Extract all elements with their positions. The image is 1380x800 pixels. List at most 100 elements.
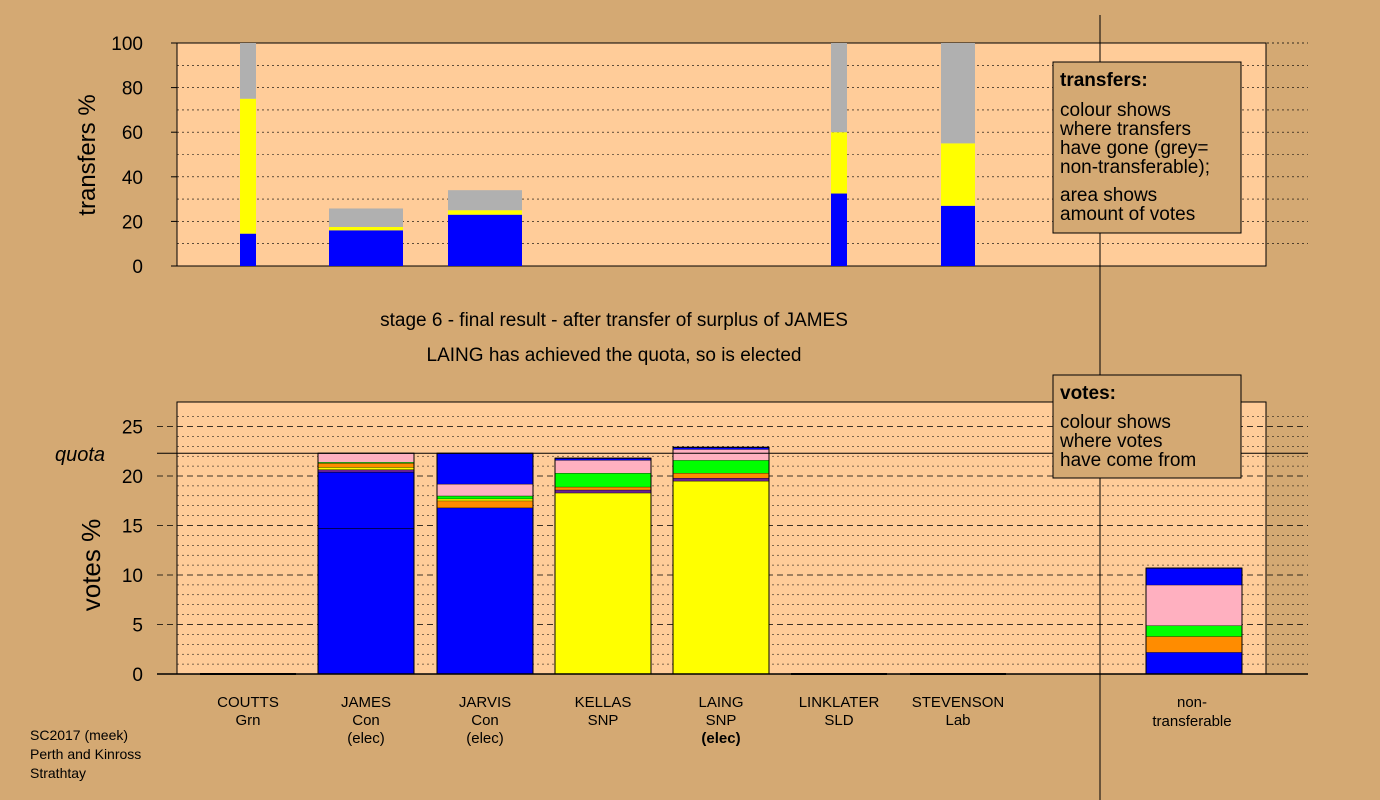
votes-bar-segment bbox=[1146, 625, 1242, 637]
transfers-bar-segment bbox=[831, 43, 847, 133]
votes-bar-segment bbox=[1146, 636, 1242, 653]
nontransferable-label: non- bbox=[1177, 694, 1207, 711]
candidate-status: (elec) bbox=[701, 730, 740, 747]
transfers-tick-label: 60 bbox=[122, 123, 143, 144]
candidate-party: SNP bbox=[706, 712, 737, 729]
votes-bar-segment bbox=[437, 495, 533, 499]
candidate-party: Con bbox=[471, 712, 499, 729]
transfers-bar-segment bbox=[240, 233, 256, 266]
votes-bar-segment bbox=[673, 447, 769, 450]
transfers-bars bbox=[240, 43, 975, 266]
candidate-party: SNP bbox=[588, 712, 619, 729]
footer-line: Strathtay bbox=[30, 765, 86, 781]
transfers-bar-segment bbox=[831, 132, 847, 194]
votes-bar-segment bbox=[555, 492, 651, 674]
votes-tick-label: 15 bbox=[122, 517, 143, 538]
votes-bar-segment bbox=[673, 449, 769, 461]
candidate-name: KELLAS bbox=[575, 694, 632, 711]
candidate-status: (elec) bbox=[347, 730, 385, 747]
votes-bar-segment bbox=[555, 460, 651, 474]
transfers-bar-segment bbox=[941, 143, 975, 206]
candidate-name: COUTTS bbox=[217, 694, 279, 711]
candidate-name: LINKLATER bbox=[799, 694, 880, 711]
votes-bar-segment bbox=[437, 498, 533, 501]
votes-bar-segment bbox=[673, 480, 769, 674]
candidate-labels: COUTTSGrnJAMESCon(elec)JARVISCon(elec)KE… bbox=[217, 694, 1004, 747]
footer-line: Perth and Kinross bbox=[30, 746, 141, 762]
nontransferable-label: transferable bbox=[1152, 713, 1231, 730]
candidate-party: Con bbox=[352, 712, 380, 729]
votes-bar-segment bbox=[437, 483, 533, 496]
transfers-tick-label: 100 bbox=[111, 34, 143, 55]
votes-bar-segment bbox=[318, 463, 414, 468]
transfers-y-ticks: 0 20 40 60 80 100 bbox=[111, 34, 177, 278]
transfers-bar-segment bbox=[448, 214, 522, 266]
transfers-legend-line: non-transferable); bbox=[1060, 157, 1210, 178]
votes-bar-segment bbox=[318, 462, 414, 464]
candidate-party: SLD bbox=[824, 712, 853, 729]
transfers-legend-line: area shows bbox=[1060, 185, 1157, 206]
votes-bar-segment bbox=[318, 453, 414, 463]
transfers-legend-line: have gone (grey= bbox=[1060, 138, 1208, 159]
votes-bar-segment bbox=[318, 467, 414, 470]
transfers-tick-label: 0 bbox=[132, 257, 143, 278]
stage-title: stage 6 - final result - after transfer … bbox=[380, 310, 848, 331]
votes-legend-line: have come from bbox=[1060, 450, 1196, 471]
votes-legend: votes: colour shows where votes have com… bbox=[1052, 374, 1242, 479]
votes-tick-label: 25 bbox=[122, 418, 143, 439]
votes-bar-segment bbox=[555, 458, 651, 461]
transfers-bar-segment bbox=[941, 205, 975, 266]
votes-y-axis-label: votes % bbox=[76, 519, 106, 612]
votes-bars bbox=[200, 446, 1243, 675]
votes-y-ticks: 0 5 10 15 20 25 bbox=[122, 418, 143, 687]
transfers-bar-segment bbox=[240, 43, 256, 99]
votes-tick-label: 0 bbox=[132, 665, 143, 686]
transfers-tick-label: 80 bbox=[122, 79, 143, 100]
candidate-name: STEVENSON bbox=[912, 694, 1005, 711]
candidate-status: (elec) bbox=[466, 730, 504, 747]
votes-legend-title: votes: bbox=[1060, 383, 1116, 404]
transfers-bar-segment bbox=[448, 190, 522, 211]
transfers-bar-segment bbox=[240, 98, 256, 234]
votes-bar-segment bbox=[437, 507, 533, 674]
transfers-bar-segment bbox=[831, 193, 847, 266]
transfers-bar-segment bbox=[329, 208, 403, 227]
votes-bar-segment bbox=[673, 473, 769, 478]
votes-bar-segment bbox=[437, 500, 533, 508]
votes-bar-segment bbox=[318, 469, 414, 473]
votes-bar-segment bbox=[1146, 584, 1242, 626]
votes-bar-segment bbox=[437, 453, 533, 484]
transfers-bar-segment bbox=[329, 226, 403, 231]
transfers-y-axis-label: transfers % bbox=[74, 94, 101, 215]
votes-tick-label: 10 bbox=[122, 566, 143, 587]
votes-bar-segment bbox=[1146, 652, 1242, 674]
stage-subtitle: LAING has achieved the quota, so is elec… bbox=[427, 345, 802, 366]
candidate-party: Grn bbox=[235, 712, 260, 729]
candidate-party: Lab bbox=[945, 712, 970, 729]
votes-legend-line: where votes bbox=[1059, 431, 1162, 452]
transfers-legend-line: colour shows bbox=[1060, 100, 1171, 121]
transfers-gridlines bbox=[177, 42, 1308, 244]
votes-tick-label: 20 bbox=[122, 467, 143, 488]
candidate-name: LAING bbox=[698, 694, 743, 711]
votes-tick-label: 5 bbox=[132, 616, 143, 637]
transfers-legend: transfers: colour shows where transfers … bbox=[1052, 61, 1242, 234]
votes-bar-segment bbox=[555, 489, 651, 493]
votes-bar-segment bbox=[673, 460, 769, 474]
votes-legend-line: colour shows bbox=[1060, 412, 1171, 433]
transfers-tick-label: 40 bbox=[122, 168, 143, 189]
votes-bar-segment bbox=[555, 473, 651, 487]
transfers-bar-segment bbox=[448, 210, 522, 215]
transfers-legend-line: amount of votes bbox=[1060, 204, 1195, 225]
transfers-legend-line: where transfers bbox=[1059, 119, 1191, 140]
votes-bar-segment bbox=[1146, 568, 1242, 585]
votes-bar-segment bbox=[318, 472, 414, 674]
votes-bar-segment bbox=[555, 486, 651, 490]
transfers-tick-label: 20 bbox=[122, 212, 143, 233]
transfers-legend-title: transfers: bbox=[1060, 70, 1148, 91]
transfers-legend-box bbox=[1052, 61, 1242, 234]
quota-label: quota bbox=[55, 444, 105, 466]
transfers-bar-segment bbox=[941, 43, 975, 144]
candidate-name: JARVIS bbox=[459, 694, 511, 711]
